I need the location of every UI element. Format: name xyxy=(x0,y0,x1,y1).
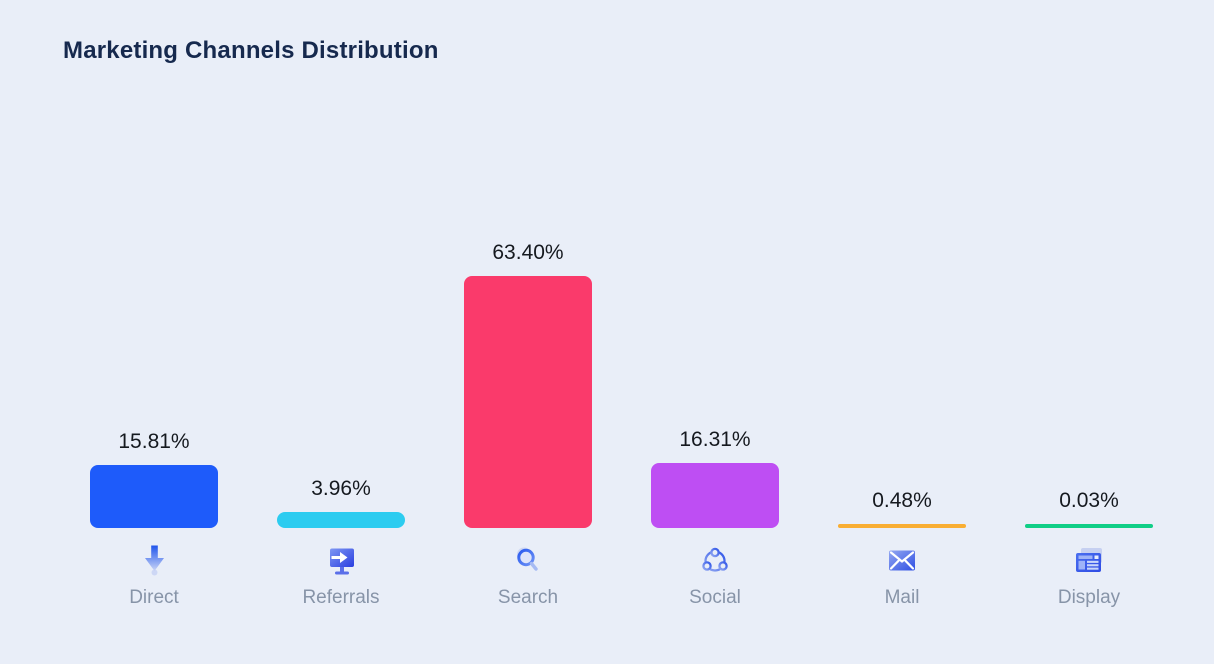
bar-value-label-social: 16.31% xyxy=(679,428,751,452)
bar-stack-mail: 0.48% xyxy=(838,238,966,528)
share-network-icon xyxy=(699,543,731,579)
bar-referrals[interactable] xyxy=(277,512,405,528)
category-label-mail: Mail xyxy=(884,587,920,608)
arrow-down-icon xyxy=(141,543,168,579)
bar-value-label-direct: 15.81% xyxy=(118,430,190,454)
bar-value-label-referrals: 3.96% xyxy=(311,477,371,501)
category-label-display: Display xyxy=(1057,587,1121,608)
chart-column-social: 16.31% Social xyxy=(651,238,779,609)
bar-search[interactable] xyxy=(464,276,592,528)
chart-column-search: 63.40% Search xyxy=(464,238,592,609)
chart-column-mail: 0.48% Mail xyxy=(838,238,966,609)
bar-stack-search: 63.40% xyxy=(464,238,592,528)
category-label-referrals: Referrals xyxy=(302,587,380,608)
chart-title: Marketing Channels Distribution xyxy=(63,37,439,64)
bar-direct[interactable] xyxy=(90,465,218,528)
magnifier-icon xyxy=(512,543,544,579)
bar-display[interactable] xyxy=(1025,524,1153,528)
bar-stack-referrals: 3.96% xyxy=(277,238,405,528)
bar-value-label-display: 0.03% xyxy=(1059,489,1119,512)
category-label-search: Search xyxy=(497,587,559,608)
bar-mail[interactable] xyxy=(838,524,966,528)
chart-column-referrals: 3.96% Referrals xyxy=(277,238,405,609)
bar-social[interactable] xyxy=(651,463,779,528)
category-label-social: Social xyxy=(689,587,741,608)
bar-stack-direct: 15.81% xyxy=(90,238,218,528)
chart-columns: 15.81% Direct 3.96% Referrals 63.40% Search 16… xyxy=(90,238,1153,609)
browser-window-icon xyxy=(1072,543,1106,579)
category-label-direct: Direct xyxy=(129,587,179,608)
monitor-arrow-icon xyxy=(326,543,357,579)
chart-column-display: 0.03% Display xyxy=(1025,238,1153,609)
chart-column-direct: 15.81% Direct xyxy=(90,238,218,609)
bar-stack-social: 16.31% xyxy=(651,238,779,528)
bar-value-label-search: 63.40% xyxy=(492,241,564,264)
envelope-icon xyxy=(886,543,918,579)
bar-value-label-mail: 0.48% xyxy=(872,489,932,512)
bar-stack-display: 0.03% xyxy=(1025,238,1153,528)
